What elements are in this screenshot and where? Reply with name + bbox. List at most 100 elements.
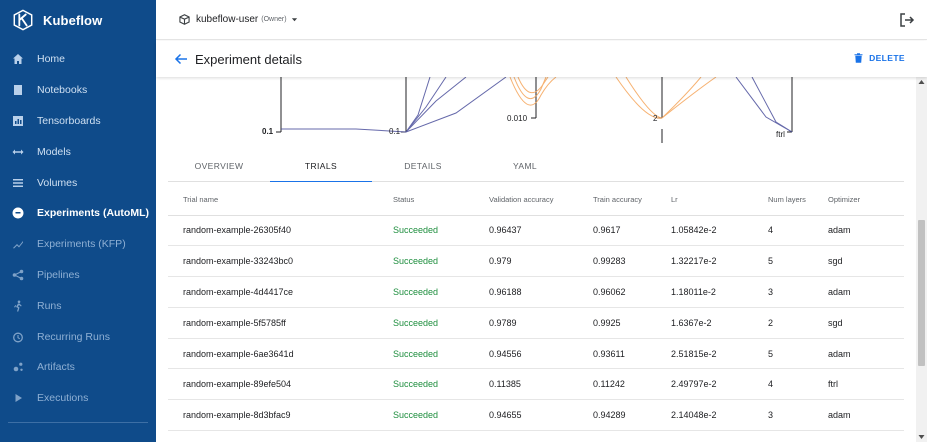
- validation-accuracy: 0.94556: [489, 338, 593, 370]
- sidebar-item-experiments-kfp[interactable]: Experiments (KFP): [0, 229, 156, 260]
- back-arrow-icon[interactable]: [174, 52, 188, 66]
- column-header-train-accuracy[interactable]: Train accuracy: [593, 184, 671, 216]
- table-row[interactable]: random-example-8d3bfac9 Succeeded 0.9465…: [168, 399, 904, 432]
- trial-name[interactable]: random-example-89efe504: [168, 368, 393, 401]
- sidebar-item-runs[interactable]: Runs: [0, 290, 156, 321]
- lr: 2.51815e-2: [671, 338, 768, 370]
- delete-button[interactable]: DELETE: [854, 53, 905, 63]
- num-layers: 4: [768, 368, 828, 401]
- trial-status: Succeeded: [393, 399, 489, 432]
- num-layers: 3: [768, 399, 828, 432]
- namespace-cube-icon: [179, 14, 190, 25]
- volumes-icon: [11, 176, 25, 190]
- tensorboard-icon: [11, 114, 25, 128]
- tab-trials[interactable]: TRIALS: [270, 151, 372, 182]
- sidebar-item-label: Artifacts: [37, 361, 75, 374]
- validation-accuracy: 0.94655: [489, 399, 593, 432]
- lr: 1.6367e-2: [671, 307, 768, 339]
- column-header-optimizer[interactable]: Optimizer: [828, 184, 904, 216]
- trial-name[interactable]: random-example-6ae3641d: [168, 338, 393, 370]
- chart-axis-5: [787, 77, 793, 133]
- sidebar-item-label: Models: [37, 145, 71, 158]
- num-layers: 3: [768, 276, 828, 308]
- chart-axis-1: [276, 77, 282, 133]
- home-icon: [11, 52, 25, 66]
- column-header-num-layers[interactable]: Num layers: [768, 184, 828, 216]
- sidebar-item-models[interactable]: Models: [0, 136, 156, 167]
- scrollbar-thumb[interactable]: [918, 220, 925, 366]
- lr: 2.49797e-2: [671, 368, 768, 401]
- num-layers: 4: [768, 215, 828, 247]
- table-row[interactable]: random-example-6ae3641d Succeeded 0.9455…: [168, 338, 904, 370]
- scroll-up-arrow-icon[interactable]: [918, 79, 925, 85]
- train-accuracy: 0.96062: [593, 276, 671, 308]
- trial-name[interactable]: random-example-4d4417ce: [168, 276, 393, 308]
- trials-table: Trial name Status Validation accuracy Tr…: [168, 184, 904, 432]
- sidebar-item-experiments-automl[interactable]: Experiments (AutoML): [0, 198, 156, 229]
- sidebar-item-notebooks[interactable]: Notebooks: [0, 75, 156, 106]
- trial-status: Succeeded: [393, 338, 489, 370]
- optimizer: sgd: [828, 245, 904, 278]
- validation-accuracy: 0.9789: [489, 307, 593, 339]
- scroll-down-arrow-icon[interactable]: [918, 434, 925, 440]
- table-row[interactable]: random-example-26305f40 Succeeded 0.9643…: [168, 215, 904, 247]
- validation-accuracy: 0.979: [489, 245, 593, 278]
- num-layers: 5: [768, 245, 828, 278]
- trial-name[interactable]: random-example-5f5785ff: [168, 307, 393, 339]
- namespace-selector[interactable]: kubeflow-user (Owner): [179, 14, 298, 25]
- optimizer: adam: [828, 215, 904, 247]
- lr: 1.18011e-2: [671, 276, 768, 308]
- trial-status: Succeeded: [393, 215, 489, 247]
- tab-overview[interactable]: OVERVIEW: [194, 161, 244, 171]
- tab-bar: OVERVIEW TRIALS DETAILS YAML: [168, 151, 904, 182]
- table-row[interactable]: random-example-33243bc0 Succeeded 0.979 …: [168, 245, 904, 278]
- sidebar-item-recurring-runs[interactable]: Recurring Runs: [0, 321, 156, 352]
- vertical-scrollbar[interactable]: [916, 77, 927, 442]
- table-row[interactable]: random-example-89efe504 Succeeded 0.1138…: [168, 368, 904, 401]
- sidebar-item-pipelines[interactable]: Pipelines: [0, 260, 156, 291]
- column-header-lr[interactable]: Lr: [671, 184, 768, 216]
- optimizer: ftrl: [828, 368, 904, 401]
- table-row[interactable]: random-example-4d4417ce Succeeded 0.9618…: [168, 276, 904, 308]
- parallel-coordinates-chart: 0.1 0.1 0.010 2 ftrl: [262, 77, 793, 143]
- brand[interactable]: Kubeflow: [0, 0, 156, 40]
- sidebar-nav: Home Notebooks Tensorboards Models Volum…: [0, 44, 156, 414]
- pipelines-icon: [11, 268, 25, 282]
- experiments-kfp-icon: [11, 237, 25, 251]
- brand-name: Kubeflow: [43, 12, 103, 28]
- table-row[interactable]: random-example-5f5785ff Succeeded 0.9789…: [168, 307, 904, 339]
- sidebar-item-volumes[interactable]: Volumes: [0, 167, 156, 198]
- experiments-automl-icon: [11, 206, 25, 220]
- sidebar-item-executions[interactable]: Executions: [0, 383, 156, 414]
- trial-name[interactable]: random-example-33243bc0: [168, 245, 393, 278]
- chart-lines-purple: [281, 77, 793, 133]
- column-header-status[interactable]: Status: [393, 184, 489, 216]
- trial-name[interactable]: random-example-8d3bfac9: [168, 399, 393, 432]
- column-header-trial-name[interactable]: Trial name: [168, 184, 393, 216]
- sidebar: Kubeflow Home Notebooks Tensorboards Mod…: [0, 0, 156, 442]
- sidebar-item-label: Volumes: [37, 176, 78, 189]
- notebook-icon: [11, 83, 25, 97]
- tab-details[interactable]: DETAILS: [404, 161, 442, 171]
- train-accuracy: 0.99283: [593, 245, 671, 278]
- sidebar-item-tensorboards[interactable]: Tensorboards: [0, 106, 156, 137]
- column-header-validation-accuracy[interactable]: Validation accuracy: [489, 184, 593, 216]
- page-header: Experiment details DELETE: [156, 41, 927, 77]
- validation-accuracy: 0.96437: [489, 215, 593, 247]
- sidebar-divider: [8, 422, 148, 423]
- chart-tick-label: 0.1: [262, 127, 274, 136]
- train-accuracy: 0.11242: [593, 368, 671, 401]
- lr: 2.14048e-2: [671, 399, 768, 432]
- sidebar-item-artifacts[interactable]: Artifacts: [0, 352, 156, 383]
- page-title: Experiment details: [195, 51, 302, 67]
- chevron-down-icon: [291, 18, 297, 22]
- trial-status: Succeeded: [393, 307, 489, 339]
- sidebar-item-label: Runs: [37, 299, 62, 312]
- chart-axis-2: [401, 77, 407, 133]
- sidebar-item-home[interactable]: Home: [0, 44, 156, 75]
- optimizer: adam: [828, 338, 904, 370]
- trial-name[interactable]: random-example-26305f40: [168, 215, 393, 247]
- tab-yaml[interactable]: YAML: [512, 161, 538, 171]
- executions-icon: [11, 391, 25, 405]
- logout-icon[interactable]: [899, 12, 915, 28]
